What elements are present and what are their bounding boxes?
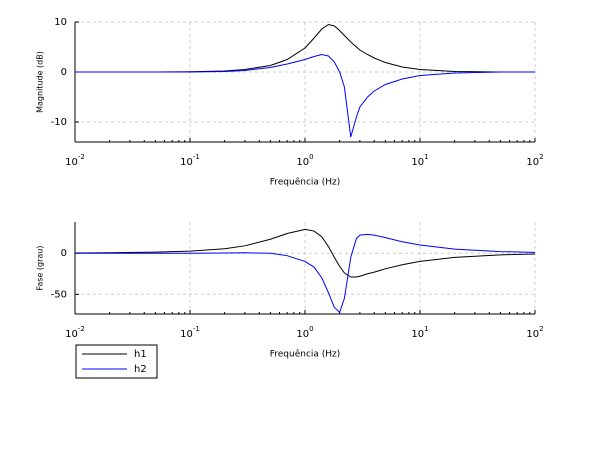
- x-tick-label: 10-2: [65, 153, 85, 168]
- line-series: [75, 23, 535, 73]
- x-tick-label: 101: [411, 153, 428, 168]
- x-axis-label: Frequência (Hz): [270, 177, 341, 188]
- line-series: [74, 228, 536, 278]
- y-axis-label: Fase (grau): [36, 246, 45, 291]
- x-tick-label: 100: [296, 325, 313, 340]
- x-axis-label: Frequência (Hz): [270, 349, 341, 360]
- x-tick-label: 10-1: [180, 325, 200, 340]
- y-tick-label: -10: [51, 117, 67, 128]
- x-tick-label: 102: [526, 153, 543, 168]
- x-tick-label: 10-1: [180, 153, 200, 168]
- y-tick-label: 0: [61, 248, 67, 259]
- x-tick-label: 100: [296, 153, 313, 168]
- y-tick-label: 0: [61, 67, 67, 78]
- line-series: [75, 233, 536, 314]
- x-tick-label: 102: [526, 325, 543, 340]
- line-series: [75, 53, 535, 138]
- x-tick-label: 101: [411, 325, 428, 340]
- legend-box: [75, 344, 158, 379]
- y-axis-label: Magnitude (dB): [36, 51, 45, 113]
- legend-label: h2: [134, 364, 147, 375]
- y-tick-label: -50: [51, 289, 67, 300]
- x-tick-label: 10-2: [65, 325, 85, 340]
- legend-label: h1: [134, 349, 147, 360]
- y-tick-label: 10: [54, 17, 67, 28]
